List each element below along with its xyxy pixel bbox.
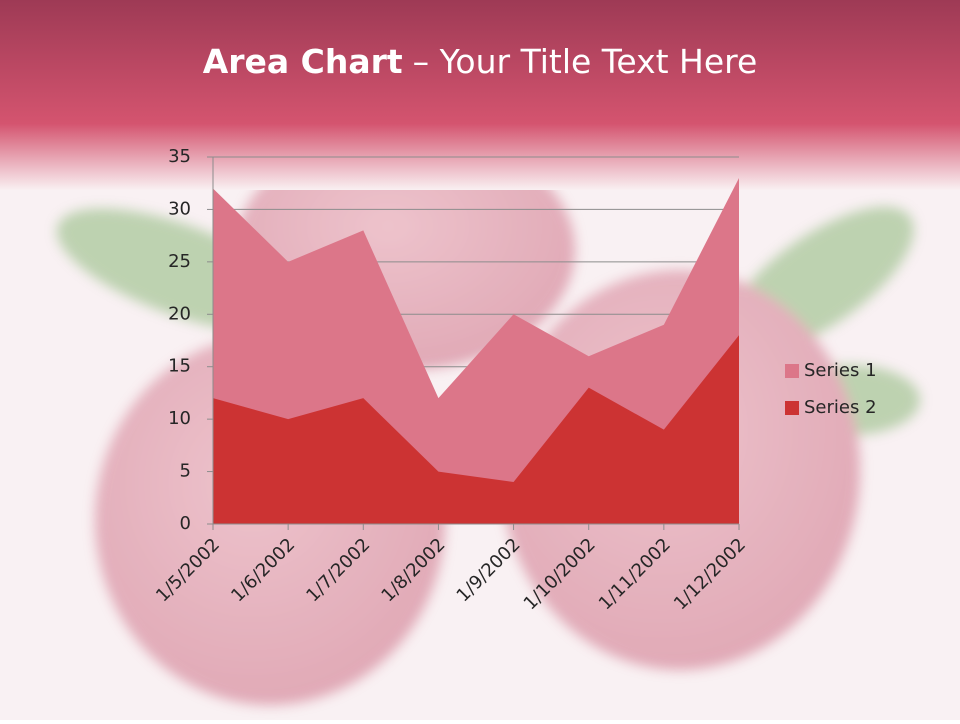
slide-title: Area Chart – Your Title Text Here — [203, 42, 758, 81]
legend-label: Series 2 — [804, 397, 877, 418]
y-tick-label: 25 — [168, 251, 191, 272]
legend-label: Series 1 — [804, 360, 877, 381]
y-tick-label: 20 — [168, 303, 191, 324]
y-tick-label: 10 — [168, 408, 191, 429]
area — [213, 335, 739, 524]
y-tick-label: 15 — [168, 356, 191, 377]
title-rest: – Your Title Text Here — [413, 42, 758, 81]
y-tick-label: 30 — [168, 198, 191, 219]
legend-swatch — [785, 364, 799, 378]
header-band — [0, 0, 960, 190]
y-tick-label: 35 — [168, 146, 191, 167]
y-tick-label: 5 — [180, 461, 191, 482]
y-tick-label: 0 — [180, 513, 191, 534]
title-emphasis: Area Chart — [203, 42, 403, 81]
legend-swatch — [785, 401, 799, 415]
